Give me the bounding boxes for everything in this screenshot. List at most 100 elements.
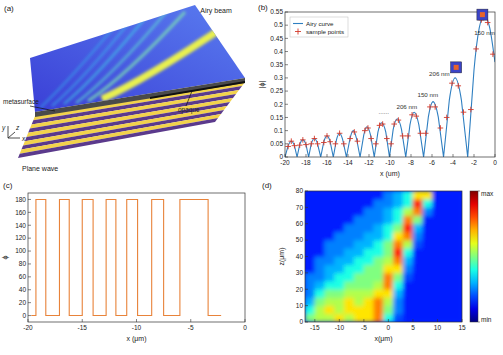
opaque-region xyxy=(150,81,245,99)
heat-cell xyxy=(442,215,452,224)
heat-cell xyxy=(403,199,413,208)
heat-cell xyxy=(442,289,452,298)
heat-cell xyxy=(354,207,364,216)
heat-cell xyxy=(413,232,423,241)
heat-cell xyxy=(315,289,325,298)
heat-cell xyxy=(442,256,452,265)
y-tick-label: 20 xyxy=(296,286,304,293)
inset-icon-center xyxy=(480,12,485,17)
heat-cell xyxy=(432,240,442,249)
y-tick-label: 70 xyxy=(296,204,304,211)
heat-cell xyxy=(373,273,383,282)
heat-cell xyxy=(393,232,403,241)
label: Airy beam xyxy=(200,7,232,15)
sample-point xyxy=(396,117,402,123)
heat-cell xyxy=(432,248,442,257)
heat-cell xyxy=(315,223,325,232)
y-tick-label: 0.1 xyxy=(274,127,283,134)
heat-cell xyxy=(364,289,374,298)
heat-cell xyxy=(305,289,315,298)
sample-point xyxy=(303,142,309,148)
y-tick-label: 0 xyxy=(279,153,283,160)
x-tick-label: 15 xyxy=(458,324,466,331)
y-tick xyxy=(305,191,308,192)
heat-cell xyxy=(403,264,413,273)
data-group xyxy=(285,16,495,157)
sample-point xyxy=(341,141,347,147)
heat-cell xyxy=(344,314,354,322)
chart: -15-10-505101501020304050607080x(μm)z(μm… xyxy=(262,181,494,343)
sample-point xyxy=(413,113,419,119)
heat-cell xyxy=(315,264,325,273)
x-tick-label: -14 xyxy=(343,159,353,166)
sample-point xyxy=(373,141,379,147)
y-tick xyxy=(285,38,288,39)
plane-wave-stripe xyxy=(20,114,221,154)
heat-cell xyxy=(452,281,462,290)
chart: -20-15-10-50020406080100120140160180x (μ… xyxy=(1,181,247,343)
colorbar-tick xyxy=(478,191,480,192)
heat-cell xyxy=(315,314,325,322)
y-tick xyxy=(285,77,288,78)
annotation: ...... xyxy=(379,108,390,115)
sample-point xyxy=(427,104,433,110)
heat-cell xyxy=(324,240,334,249)
y-tick-label: 140 xyxy=(15,222,26,229)
heat-cell xyxy=(452,232,462,241)
heat-cell xyxy=(422,248,432,257)
x-tick xyxy=(390,154,391,157)
heat-cell xyxy=(334,297,344,306)
x-tick xyxy=(314,319,315,322)
heat-cell xyxy=(373,281,383,290)
y-tick-label: 20 xyxy=(19,299,27,306)
heat-cell xyxy=(413,256,423,265)
heat-cell xyxy=(383,215,393,224)
label: opaque xyxy=(178,106,200,114)
heat-cell xyxy=(315,215,325,224)
heat-cell xyxy=(432,207,442,216)
heat-cell xyxy=(305,248,315,257)
label: metasurface xyxy=(3,98,39,105)
heat-cell xyxy=(442,232,452,241)
y-tick xyxy=(305,240,308,241)
sample-point xyxy=(321,140,327,146)
x-tick xyxy=(136,319,137,322)
sample-point xyxy=(285,144,291,150)
heat-cell xyxy=(324,305,334,314)
heat-cell xyxy=(324,289,334,298)
x-tick-label: 0 xyxy=(493,159,497,166)
heat-cell xyxy=(452,264,462,273)
heat-cell xyxy=(373,305,383,314)
y-tick-label: 0.45 xyxy=(270,35,283,42)
x-tick xyxy=(474,154,475,157)
heat-cell xyxy=(373,248,383,257)
heat-cell xyxy=(354,273,364,282)
inset-icon xyxy=(451,62,462,73)
heat-cell xyxy=(413,273,423,282)
heat-cell xyxy=(422,256,432,265)
legend-swatch xyxy=(293,23,303,24)
heat-cell xyxy=(383,264,393,273)
heat-cell xyxy=(344,273,354,282)
heat-cell xyxy=(364,305,374,314)
heat-cell xyxy=(442,264,452,273)
sample-point xyxy=(292,143,298,149)
y-tick-label: 80 xyxy=(296,187,304,194)
heat-cell xyxy=(442,207,452,216)
y-tick-label: 10 xyxy=(296,302,304,309)
heat-cell xyxy=(403,256,413,265)
heat-cell xyxy=(452,314,462,322)
x-tick xyxy=(28,319,29,322)
heat-cell xyxy=(334,248,344,257)
axis-arrow xyxy=(8,132,15,138)
heat-cell xyxy=(432,305,442,314)
y-tick xyxy=(28,276,31,277)
sample-point xyxy=(405,133,411,139)
heat-cell xyxy=(373,264,383,273)
x-tick xyxy=(453,154,454,157)
x-tick-label: -4 xyxy=(450,159,456,166)
x-tick-label: -20 xyxy=(23,324,33,331)
x-tick xyxy=(363,319,364,322)
heat-cell xyxy=(442,314,452,322)
sample-point xyxy=(289,138,295,144)
